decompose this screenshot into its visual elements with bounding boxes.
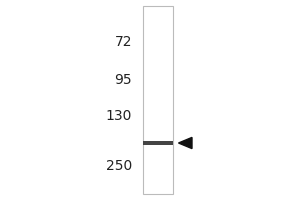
Bar [142, 6, 172, 194]
Text: 130: 130 [106, 109, 132, 123]
Text: 250: 250 [106, 159, 132, 173]
Text: 72: 72 [115, 35, 132, 49]
Text: 95: 95 [114, 73, 132, 87]
Bar [142, 141, 172, 145]
Polygon shape [178, 137, 192, 149]
